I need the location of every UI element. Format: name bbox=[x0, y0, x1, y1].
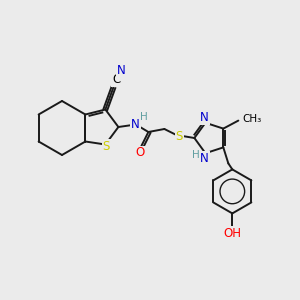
Text: O: O bbox=[136, 146, 145, 160]
Text: N: N bbox=[131, 118, 140, 130]
Text: H: H bbox=[140, 112, 147, 122]
Text: N: N bbox=[117, 64, 126, 77]
Text: CH₃: CH₃ bbox=[242, 114, 262, 124]
Text: S: S bbox=[103, 140, 110, 153]
Text: H: H bbox=[192, 150, 199, 160]
Text: C: C bbox=[112, 73, 121, 86]
Text: N: N bbox=[200, 152, 209, 165]
Text: OH: OH bbox=[223, 227, 241, 240]
Text: N: N bbox=[200, 111, 209, 124]
Text: S: S bbox=[176, 130, 183, 142]
